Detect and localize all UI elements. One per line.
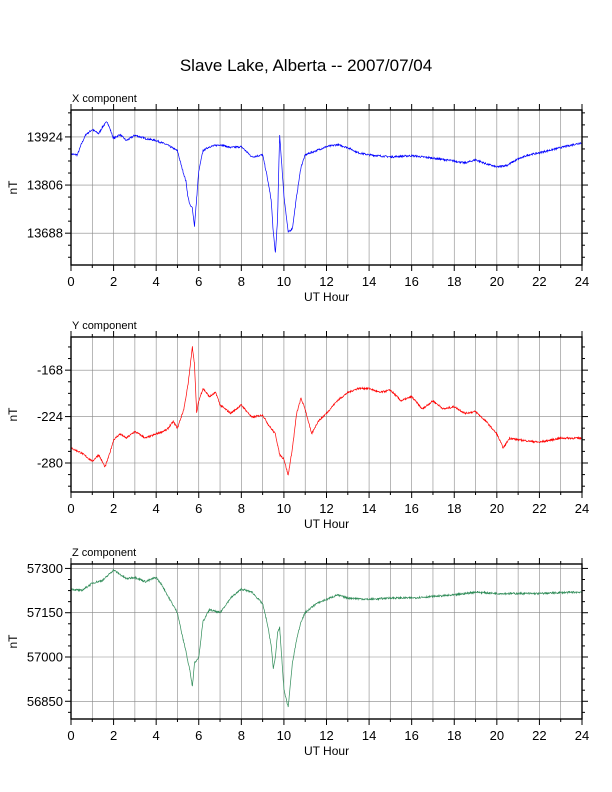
y-tick-label: 57150 bbox=[27, 605, 63, 620]
x-tick-label: 24 bbox=[575, 728, 589, 743]
y-tick-label: -168 bbox=[37, 363, 63, 378]
x-tick-label: 10 bbox=[277, 728, 291, 743]
x-tick-label: 12 bbox=[319, 274, 333, 289]
y-tick-label: 57000 bbox=[27, 650, 63, 665]
x-tick-label: 20 bbox=[490, 728, 504, 743]
y-tick-label: 57300 bbox=[27, 561, 63, 576]
x-tick-label: 6 bbox=[195, 274, 202, 289]
y-tick-label: 56850 bbox=[27, 694, 63, 709]
x-tick-label: 2 bbox=[110, 274, 117, 289]
x-tick-label: 14 bbox=[362, 728, 376, 743]
chart-panel-3: 0 2 4 6 8 10 12 14 16 18 20 22 245730057150570005685… bbox=[6, 547, 589, 758]
x-tick-label: 14 bbox=[362, 501, 376, 516]
x-tick-label: 6 bbox=[195, 728, 202, 743]
x-tick-label: 2 bbox=[110, 728, 117, 743]
y-tick-label: -280 bbox=[37, 455, 63, 470]
x-tick-label: 8 bbox=[238, 728, 245, 743]
x-axis-label: UT Hour bbox=[304, 744, 349, 758]
x-tick-label: 8 bbox=[238, 274, 245, 289]
x-tick-label: 0 bbox=[67, 501, 74, 516]
x-tick-label: 0 bbox=[67, 274, 74, 289]
series-line bbox=[70, 346, 582, 476]
x-tick-label: 24 bbox=[575, 501, 589, 516]
x-tick-label: 4 bbox=[153, 274, 160, 289]
page-title: Slave Lake, Alberta -- 2007/07/04 bbox=[179, 56, 433, 75]
panel-title: Y component bbox=[72, 320, 137, 332]
series-line bbox=[70, 121, 583, 253]
x-tick-label: 10 bbox=[277, 501, 291, 516]
x-tick-label: 4 bbox=[153, 501, 160, 516]
y-tick-label: -224 bbox=[37, 409, 63, 424]
y-axis-label: nT bbox=[6, 180, 20, 195]
x-axis-label: UT Hour bbox=[304, 290, 349, 304]
x-tick-label: 0 bbox=[67, 728, 74, 743]
x-tick-label: 22 bbox=[532, 501, 546, 516]
x-tick-label: 14 bbox=[362, 274, 376, 289]
x-tick-label: 16 bbox=[404, 501, 418, 516]
x-tick-label: 2 bbox=[110, 501, 117, 516]
x-tick-label: 6 bbox=[195, 501, 202, 516]
y-tick-label: 13924 bbox=[27, 129, 63, 144]
y-tick-label: 13806 bbox=[27, 178, 63, 193]
x-tick-label: 10 bbox=[277, 274, 291, 289]
series-line bbox=[71, 568, 583, 708]
x-tick-label: 20 bbox=[490, 274, 504, 289]
x-tick-label: 20 bbox=[490, 501, 504, 516]
x-tick-label: 12 bbox=[319, 728, 333, 743]
x-tick-label: 22 bbox=[532, 728, 546, 743]
x-tick-label: 4 bbox=[153, 728, 160, 743]
x-tick-label: 16 bbox=[404, 274, 418, 289]
x-tick-label: 18 bbox=[447, 728, 461, 743]
y-axis-label: nT bbox=[6, 634, 20, 649]
panel-title: X component bbox=[72, 93, 137, 105]
y-axis-label: nT bbox=[6, 407, 20, 422]
x-axis-label: UT Hour bbox=[304, 517, 349, 531]
x-tick-label: 24 bbox=[575, 274, 589, 289]
panel-title: Z component bbox=[72, 547, 136, 559]
x-tick-label: 12 bbox=[319, 501, 333, 516]
x-tick-label: 16 bbox=[404, 728, 418, 743]
x-tick-label: 8 bbox=[238, 501, 245, 516]
x-tick-label: 18 bbox=[447, 501, 461, 516]
y-tick-label: 13688 bbox=[27, 226, 63, 241]
x-tick-label: 18 bbox=[447, 274, 461, 289]
x-tick-label: 22 bbox=[532, 274, 546, 289]
